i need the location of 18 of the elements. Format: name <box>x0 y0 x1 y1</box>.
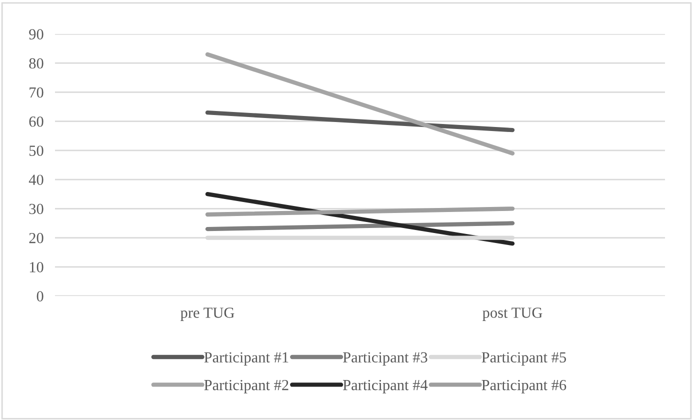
y-tick-label: 90 <box>29 29 44 40</box>
y-tick-label: 60 <box>29 116 44 127</box>
y-tick-label: 30 <box>29 204 44 214</box>
y-tick-label: 20 <box>29 232 44 244</box>
legend-label: Participant #3 <box>343 352 428 366</box>
x-tick-label: pre TUG <box>180 308 234 321</box>
legend-label: Participant #6 <box>482 380 566 394</box>
legend-label: Participant #2 <box>204 380 288 394</box>
y-tick-label: 10 <box>30 262 44 272</box>
y-tick-label: 70 <box>30 87 44 98</box>
legend-label: Participant #5 <box>482 352 566 366</box>
x-tick-label: post TUG <box>482 308 542 321</box>
legend-label: Participant #4 <box>343 380 428 394</box>
y-tick-label: 50 <box>30 146 44 156</box>
y-tick-label: 40 <box>28 174 44 186</box>
y-tick-label: 0 <box>36 291 44 302</box>
y-tick-label: 80 <box>29 58 44 69</box>
legend-label: Participant #1 <box>204 352 288 366</box>
